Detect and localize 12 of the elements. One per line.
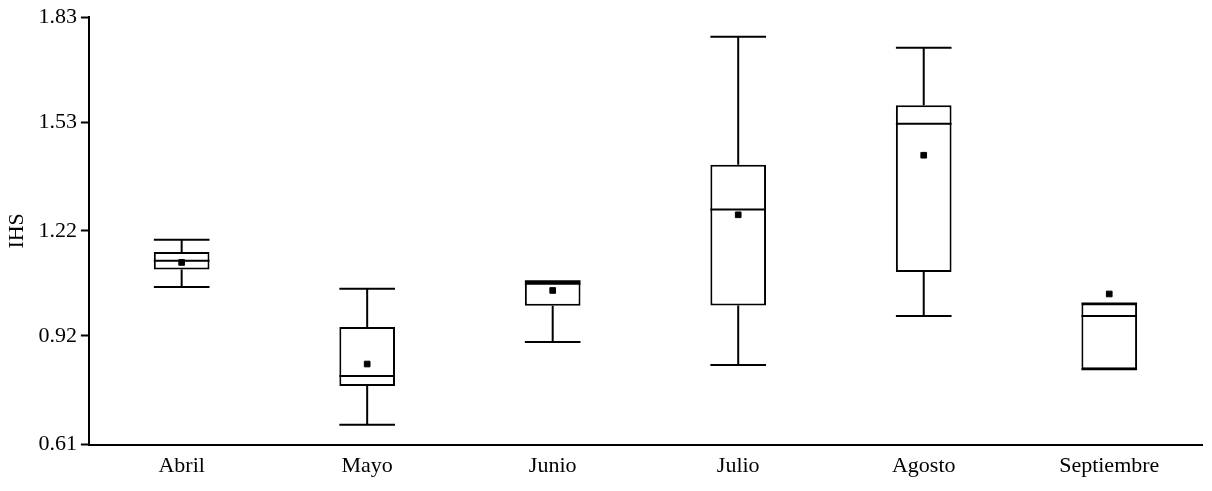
x-tick-label: Julio <box>716 451 760 477</box>
x-tick-label: Mayo <box>341 451 393 477</box>
y-tick-label: 1.53 <box>38 108 77 134</box>
y-tick-label: 1.83 <box>38 2 77 28</box>
x-tick-label: Junio <box>528 451 577 477</box>
x-tick-label: Abril <box>158 451 205 477</box>
x-tick-label: Septiembre <box>1059 451 1160 477</box>
y-tick-label: 0.92 <box>38 321 77 347</box>
y-tick-label: 0.61 <box>38 430 77 456</box>
x-tick-label: Agosto <box>891 451 956 477</box>
y-tick-label: 1.22 <box>38 216 77 242</box>
y-axis-title: IHS <box>2 213 28 249</box>
